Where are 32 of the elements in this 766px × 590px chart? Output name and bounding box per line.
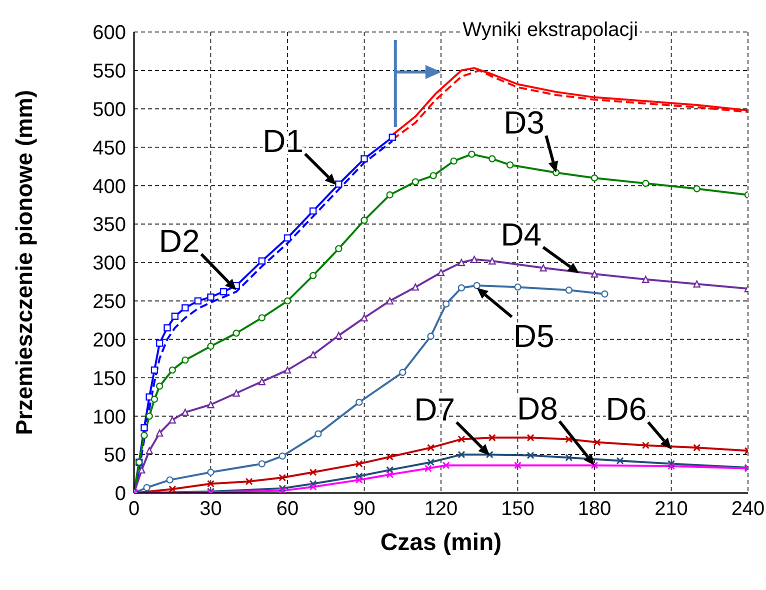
- annotation: Wyniki ekstrapolacji: [462, 19, 638, 41]
- x-tick-label: 60: [276, 498, 299, 520]
- annotation: D5: [513, 318, 554, 354]
- annotation: D1: [262, 122, 304, 159]
- x-tick-label: 120: [424, 498, 458, 520]
- annotation: D3: [504, 104, 545, 141]
- annotation: D2: [158, 223, 200, 260]
- x-tick-label: 30: [200, 498, 222, 520]
- y-tick-label: 250: [92, 291, 126, 314]
- y-tick-label: 400: [92, 176, 126, 198]
- x-tick-label: 90: [353, 498, 376, 520]
- y-tick-label: 500: [92, 98, 126, 121]
- x-tick-label: 150: [501, 498, 534, 520]
- y-tick-label: 150: [92, 368, 126, 390]
- y-tick-label: 350: [92, 214, 126, 236]
- x-tick-label: 180: [578, 498, 612, 520]
- y-axis-title: Przemieszczenie pionowe (mm): [11, 90, 38, 436]
- y-tick-label: 100: [92, 406, 126, 428]
- x-tick-label: 240: [731, 498, 765, 520]
- x-axis-title: Czas (min): [380, 529, 502, 556]
- y-tick-label: 450: [92, 137, 126, 160]
- y-tick-label: 200: [92, 329, 126, 352]
- y-tick-label: 300: [92, 252, 126, 275]
- y-tick-label: 0: [114, 483, 126, 506]
- y-tick-label: 600: [92, 22, 126, 44]
- x-tick-label: 0: [128, 498, 140, 520]
- y-tick-label: 550: [92, 60, 126, 83]
- y-tick-label: 50: [104, 444, 126, 467]
- annotation: D8: [517, 390, 558, 426]
- x-tick-label: 210: [654, 498, 688, 520]
- annotation: D6: [606, 391, 647, 428]
- annotation: D4: [500, 216, 542, 252]
